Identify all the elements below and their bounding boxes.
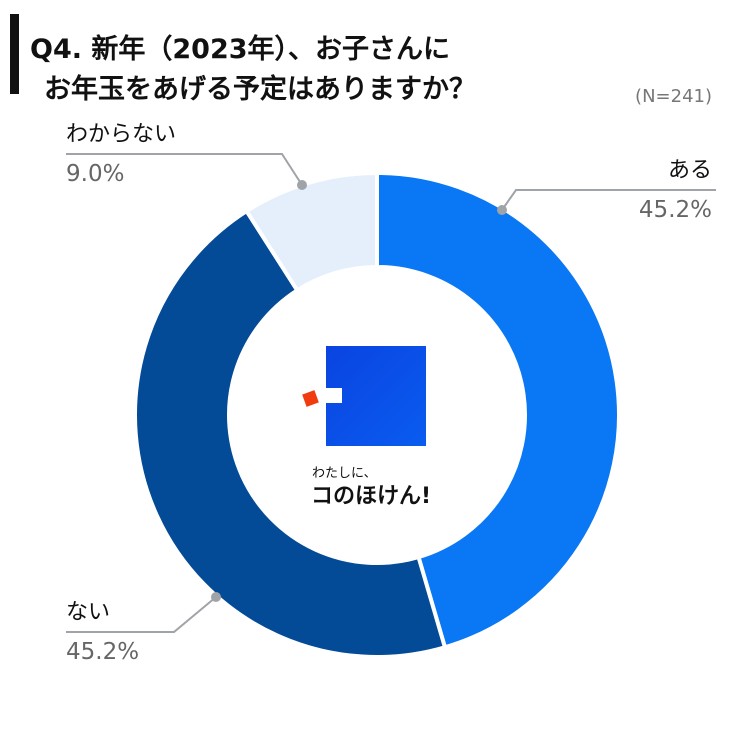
pct-aru: 45.2% (638, 197, 712, 223)
leader-lines (66, 153, 716, 633)
sample-size: (N=241) (635, 86, 712, 107)
slice-nai (132, 208, 448, 659)
leader-line-nai (66, 596, 217, 633)
leader-dot-wakaranai (297, 180, 307, 190)
logo-blue-square (326, 346, 426, 446)
logo-tagline: わたしに、 (312, 466, 377, 481)
label-wakaranai: わからない (66, 122, 177, 147)
label-nai: ない (66, 600, 111, 625)
leader-line-wakaranai (66, 153, 303, 186)
label-aru: ある (667, 158, 712, 183)
leader-dot-aru (497, 205, 507, 215)
title-line-1: Q4. 新年（2023年）、お子さんに (30, 34, 451, 65)
leader-dot-nai (211, 592, 221, 602)
slice-wakaranai (243, 170, 379, 294)
pct-nai: 45.2% (66, 639, 140, 665)
brand-logo (302, 346, 426, 446)
title-line-2: お年玉をあげる予定はありますか？ (44, 74, 476, 105)
logo-red-square (302, 390, 319, 407)
logo-brand-name: コのほけん! (311, 484, 432, 509)
chart-title: Q4. 新年（2023年）、お子さんに お年玉をあげる予定はありますか？ (30, 30, 476, 110)
leader-line-aru (501, 189, 716, 211)
slice-aru (375, 170, 621, 650)
title-accent-bar (10, 14, 19, 94)
logo-notch (326, 388, 342, 403)
donut-slices (132, 170, 621, 659)
pct-wakaranai: 9.0% (66, 161, 125, 187)
